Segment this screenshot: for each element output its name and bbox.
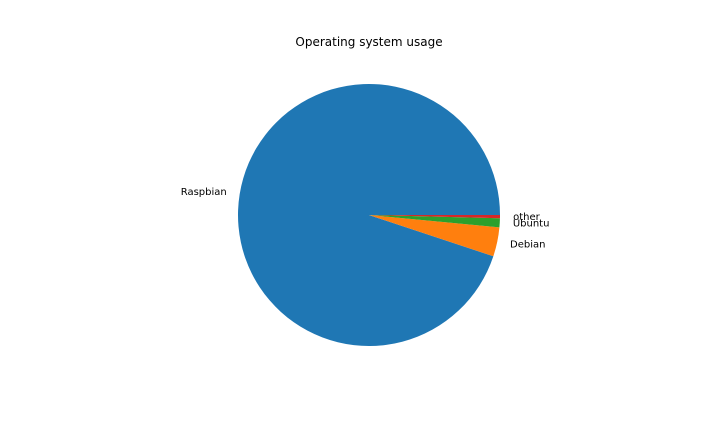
pie-label-debian: Debian: [510, 240, 545, 251]
pie-label-raspbian: Raspbian: [181, 187, 227, 198]
chart-title: Operating system usage: [295, 35, 442, 49]
pie-label-other: other: [513, 212, 541, 223]
pie-slice-raspbian: [237, 83, 500, 346]
pie-slice-other: [369, 215, 500, 219]
pie-slice-debian: [369, 215, 500, 257]
pie-label-ubuntu: Ubuntu: [513, 219, 550, 230]
pie-slice-ubuntu: [369, 215, 500, 228]
pie-slices: [237, 83, 500, 346]
